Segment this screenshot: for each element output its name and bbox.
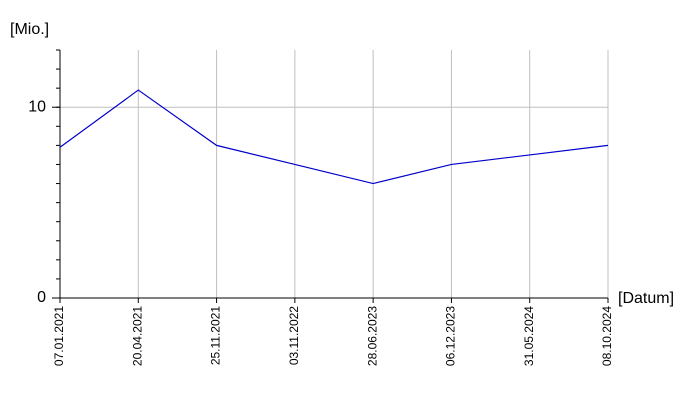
x-tick-label: 25.11.2021	[209, 306, 223, 365]
x-axis-label: [Datum]	[618, 290, 674, 307]
y-tick-label: 0	[37, 289, 46, 306]
y-axis-label: [Mio.]	[10, 21, 49, 38]
x-tick-label: 06.12.2023	[444, 306, 458, 366]
x-tick-label: 03.11.2022	[287, 306, 301, 365]
x-tick-label: 31.05.2024	[522, 306, 536, 366]
y-tick-label: 10	[28, 98, 46, 115]
x-tick-label: 20.04.2021	[130, 306, 144, 366]
x-tick-label: 28.06.2023	[365, 306, 379, 366]
data-line	[59, 89, 609, 185]
x-tick-label: 07.01.2021	[52, 306, 66, 366]
x-tick-label: 08.10.2024	[600, 306, 614, 366]
